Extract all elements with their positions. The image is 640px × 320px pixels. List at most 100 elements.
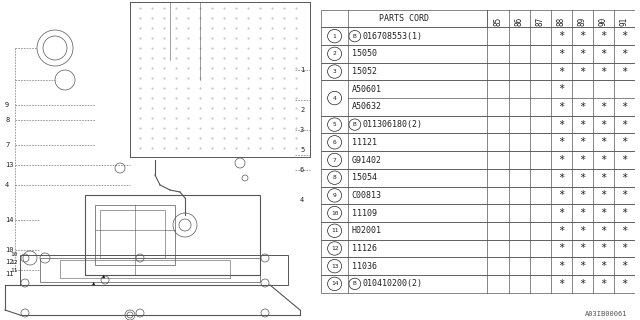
Text: B: B [353,34,356,39]
Text: 2: 2 [300,107,304,113]
Text: *: * [621,137,627,147]
Text: 011306180(2): 011306180(2) [363,120,422,129]
Text: 8: 8 [5,117,9,123]
Text: *: * [558,84,564,94]
Text: *: * [579,102,586,112]
Bar [321,187,635,204]
Text: *: * [621,67,627,76]
Bar [321,275,635,293]
Text: *: * [600,67,607,76]
Text: 10: 10 [10,252,17,258]
Bar [40,258,260,282]
Text: *: * [558,31,564,41]
Text: 86: 86 [515,17,524,26]
Text: 6: 6 [333,140,337,145]
Text: *: * [621,173,627,183]
Text: 3: 3 [300,127,304,133]
Text: *: * [558,102,564,112]
Text: 14: 14 [5,217,13,223]
Text: 11109: 11109 [352,209,377,218]
Text: 9: 9 [5,102,9,108]
Bar [321,240,635,257]
Bar [321,222,635,240]
Text: 7: 7 [5,142,9,148]
Bar [321,10,635,27]
Text: 4: 4 [5,182,9,188]
Text: ▲: ▲ [92,281,95,285]
Text: 15054: 15054 [352,173,377,182]
Text: 8: 8 [333,175,337,180]
Text: *: * [558,49,564,59]
Text: 010410200(2): 010410200(2) [363,279,422,288]
Text: *: * [579,137,586,147]
Text: 4: 4 [300,197,304,203]
Text: *: * [621,226,627,236]
Text: *: * [579,190,586,200]
Text: 90: 90 [599,17,608,26]
Text: 9: 9 [333,193,337,198]
Text: ▲: ▲ [102,274,105,278]
Text: C00813: C00813 [352,191,381,200]
Text: *: * [579,208,586,218]
Text: *: * [558,190,564,200]
Text: *: * [558,120,564,130]
Text: *: * [621,102,627,112]
Text: 11: 11 [331,228,339,233]
Text: *: * [558,173,564,183]
Text: 15050: 15050 [352,49,377,58]
Text: *: * [621,155,627,165]
Text: 5: 5 [300,147,304,153]
Text: *: * [558,279,564,289]
Text: PARTS CORD: PARTS CORD [380,14,429,23]
Text: *: * [621,190,627,200]
Text: 1: 1 [300,67,304,73]
Text: 11: 11 [5,271,13,277]
Bar [60,260,230,278]
Text: 7: 7 [333,157,337,163]
Text: *: * [600,244,607,253]
Text: 12: 12 [5,259,13,265]
Text: 4: 4 [333,96,337,100]
Text: 11126: 11126 [352,244,377,253]
Bar [321,27,635,45]
Text: 13: 13 [331,264,339,269]
Text: *: * [579,244,586,253]
Text: 2: 2 [333,51,337,56]
Text: *: * [621,279,627,289]
Bar [321,204,635,222]
Text: 13: 13 [5,162,13,168]
Text: *: * [579,173,586,183]
Text: 11: 11 [10,268,17,274]
Text: *: * [579,261,586,271]
Text: *: * [621,120,627,130]
Text: *: * [558,226,564,236]
Text: 3: 3 [333,69,337,74]
Text: 1: 1 [333,34,337,39]
Text: *: * [579,49,586,59]
Bar [130,2,310,157]
Text: *: * [558,244,564,253]
Text: *: * [558,67,564,76]
Text: 89: 89 [578,17,587,26]
Text: A50632: A50632 [352,102,381,111]
Text: 88: 88 [557,17,566,26]
Text: *: * [600,49,607,59]
Text: *: * [621,244,627,253]
Text: *: * [600,261,607,271]
Text: *: * [558,208,564,218]
Text: 016708553(1): 016708553(1) [363,32,422,41]
Text: *: * [600,31,607,41]
Text: *: * [621,49,627,59]
Text: B: B [353,122,356,127]
Bar [321,80,635,116]
Text: B: B [353,281,356,286]
Text: 12: 12 [331,246,339,251]
Text: *: * [621,208,627,218]
Text: 91: 91 [620,17,629,26]
Text: A03IB00061: A03IB00061 [585,311,627,317]
Text: 11121: 11121 [352,138,377,147]
Text: 14: 14 [331,281,339,286]
Text: H02001: H02001 [352,226,381,235]
Text: *: * [558,137,564,147]
Text: *: * [600,226,607,236]
